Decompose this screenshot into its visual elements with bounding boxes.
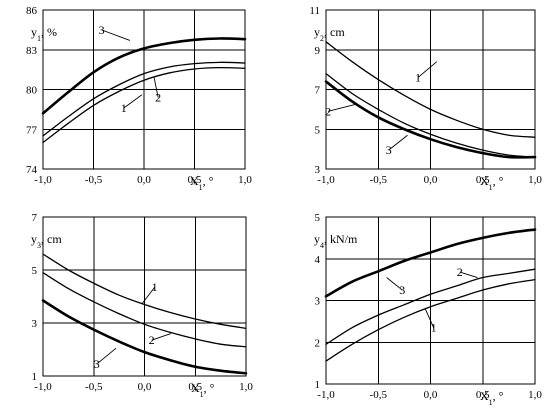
- y-tick-label: 74: [26, 164, 38, 176]
- x-tick-label: 1,0: [528, 389, 542, 401]
- series-line-1: [325, 41, 536, 138]
- x-tick-label: -1,0: [317, 389, 335, 401]
- y-tick-label: 86: [26, 5, 38, 17]
- chart-panel-1: -1,0 -0,5 0,0 0,5 1,0 74 77 80 83 86 y1, % X1, ° 1 2 3: [26, 5, 252, 192]
- chart-panel-2: -1,0 -0,5 0,0 0,5 1,0 3 5 7 9 11 y2, cm X1, ° 1 2 3: [309, 5, 542, 192]
- x-tick-label: -1,0: [34, 174, 52, 186]
- curve-label-2: 2: [325, 104, 331, 118]
- curve-label-1: 1: [152, 280, 158, 294]
- series-line-3: [41, 37, 247, 115]
- x-tick-label: 0,5: [188, 381, 202, 393]
- x-tick-label: 0,0: [138, 381, 152, 393]
- curve-label-leader: [151, 333, 172, 341]
- x-axis-label: X1, °: [480, 389, 504, 407]
- y-axis-label: y4, kN/m: [314, 232, 358, 250]
- series-line-1: [42, 66, 246, 144]
- y-tick-label: 80: [26, 85, 38, 97]
- y-tick-label: 5: [32, 265, 38, 277]
- curve-label-1: 1: [415, 71, 421, 85]
- series-line-2: [42, 272, 247, 348]
- curve-label-leader: [123, 94, 143, 109]
- plot-frame: [42, 9, 246, 170]
- curve-label-leader: [96, 347, 117, 365]
- y-axis-label: y1, %: [31, 25, 57, 43]
- x-tick-label: -0,5: [370, 389, 388, 401]
- y-tick-label: 5: [315, 124, 321, 136]
- x-axis-label: X1, °: [190, 174, 214, 192]
- chart-panel-3: -1,0 -0,5 0,0 0,5 1,0 1 3 5 7 y3, cm X1, ° 1 2 3: [31, 212, 253, 399]
- plot-frame: [42, 216, 247, 377]
- curve-label-2: 2: [149, 333, 155, 347]
- curve-label-2: 2: [457, 265, 463, 279]
- y-tick-label: 83: [26, 45, 38, 57]
- y-tick-label: 77: [26, 124, 38, 136]
- curve-label-leader: [153, 77, 159, 98]
- x-tick-label: 1,0: [528, 174, 542, 186]
- curve-label-leader: [327, 103, 356, 112]
- series-line-1: [325, 278, 536, 362]
- x-tick-label: 1,0: [239, 381, 253, 393]
- curve-label-leader: [142, 286, 156, 304]
- y-tick-label: 9: [315, 45, 321, 57]
- curve-label-leader: [424, 308, 435, 328]
- series-line-3: [324, 228, 537, 298]
- curve-label-leader: [417, 61, 438, 78]
- y-tick-label: 3: [315, 164, 321, 176]
- y-tick-label: 7: [315, 85, 321, 97]
- x-tick-label: 0,5: [188, 174, 202, 186]
- x-axis-label: X1, °: [191, 381, 215, 399]
- curve-label-leader: [101, 29, 131, 41]
- curve-label-3: 3: [386, 143, 392, 157]
- x-tick-label: 0,5: [476, 174, 490, 186]
- series-line-2: [42, 61, 246, 137]
- y-tick-label: 7: [32, 212, 38, 224]
- y-tick-label: 3: [32, 318, 38, 330]
- series-line-2: [325, 72, 536, 158]
- x-tick-label: -1,0: [34, 381, 52, 393]
- series-line-2: [325, 268, 536, 345]
- x-tick-label: 0,5: [476, 389, 490, 401]
- x-tick-label: 0,0: [424, 389, 438, 401]
- curve-label-2: 2: [155, 90, 161, 104]
- curve-label-3: 3: [99, 23, 105, 37]
- y-axis-label: y2, cm: [314, 25, 345, 43]
- series-line-3: [324, 80, 537, 159]
- curve-label-leader: [386, 277, 403, 291]
- y-tick-label: 4: [315, 254, 321, 266]
- x-tick-label: 1,0: [238, 174, 252, 186]
- chart-panel-4: -1,0 -0,5 0,0 0,5 1,0 1 2 3 4 5 y4, kN/m X1, ° 1 2 3: [314, 212, 542, 407]
- curve-label-leader: [459, 271, 478, 278]
- y-tick-label: 3: [315, 296, 321, 308]
- x-tick-label: 0,0: [137, 174, 151, 186]
- y-tick-label: 2: [315, 337, 321, 349]
- series-line-1: [42, 253, 247, 329]
- x-tick-label: 0,0: [424, 174, 438, 186]
- curve-label-3: 3: [94, 357, 100, 371]
- x-tick-label: -1,0: [317, 174, 335, 186]
- curve-label-leader: [388, 134, 408, 151]
- plot-frame: [325, 216, 536, 385]
- curve-label-1: 1: [431, 321, 437, 335]
- x-axis-label: X1, °: [480, 174, 504, 192]
- y-tick-label: 5: [315, 212, 321, 224]
- x-tick-label: -0,5: [370, 174, 388, 186]
- y-tick-label: 1: [32, 371, 38, 383]
- curve-label-1: 1: [121, 101, 127, 115]
- x-tick-label: -0,5: [85, 381, 103, 393]
- curve-label-3: 3: [399, 283, 405, 297]
- y-tick-label: 11: [309, 5, 320, 17]
- series-line-3: [41, 299, 248, 375]
- y-axis-label: y3, cm: [31, 232, 62, 250]
- x-tick-label: -0,5: [85, 174, 103, 186]
- plot-frame: [325, 9, 536, 170]
- y-tick-label: 1: [315, 379, 321, 391]
